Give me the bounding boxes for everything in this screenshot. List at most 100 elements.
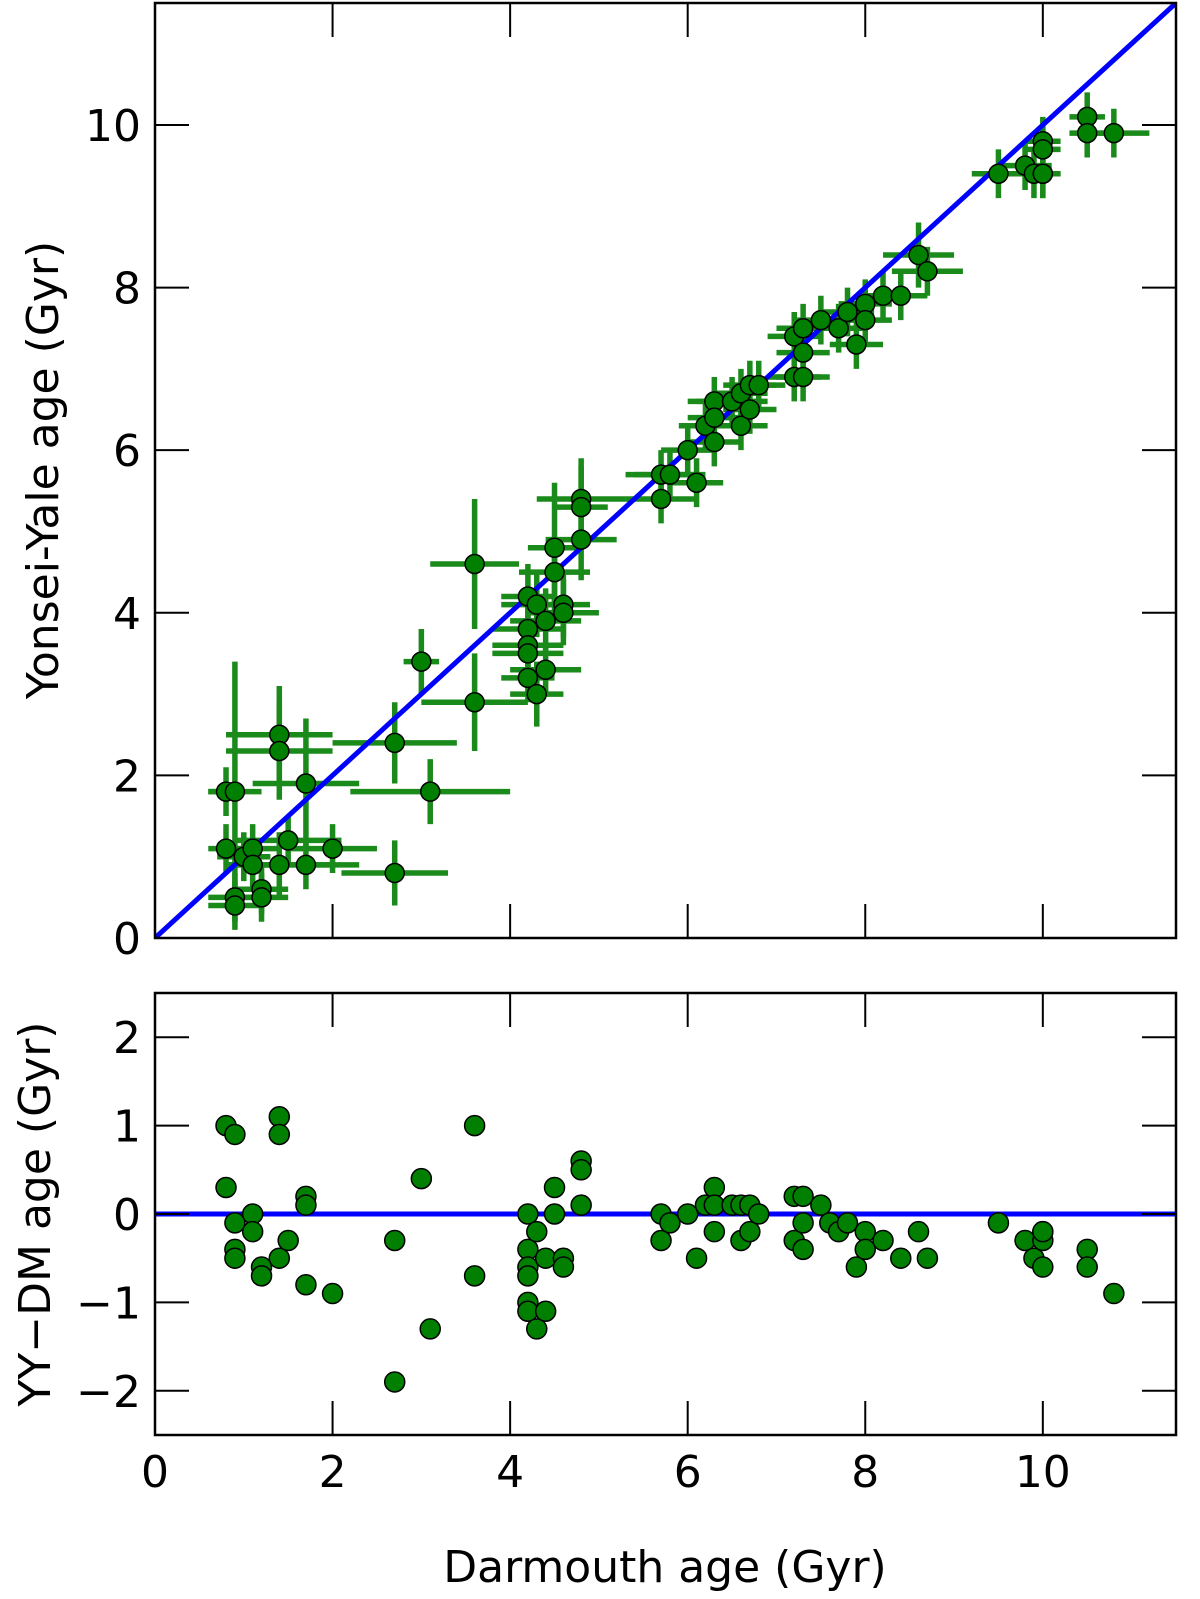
residual-point	[792, 1185, 814, 1208]
bottom-xtick-labels: 0 2 4 6 8 10	[141, 1447, 1071, 1498]
top-ytick-labels: 0 2 4 6 8 10	[85, 101, 141, 965]
bottom-ticks	[154, 993, 1176, 1435]
residual-point	[854, 1238, 877, 1261]
bottom-xtick-label: 10	[1015, 1447, 1071, 1498]
top-data-point	[544, 537, 565, 558]
residual-point	[419, 1318, 441, 1340]
top-ytick-label: 0	[113, 914, 141, 965]
residual-point	[517, 1265, 539, 1287]
bottom-xtick-label: 0	[141, 1447, 169, 1498]
top-data-point	[704, 431, 725, 453]
bottom-xtick-label: 6	[674, 1447, 702, 1498]
top-panel: 0 2 4 6 8 10 Yonsei-Yale age (Gyr)	[18, 1, 1178, 965]
residual-point	[224, 1212, 246, 1234]
top-data-point	[1076, 122, 1098, 144]
top-data-point	[872, 285, 894, 306]
top-y-axis-label: Yonsei-Yale age (Gyr)	[18, 241, 69, 700]
top-data-point	[748, 374, 769, 396]
residual-point	[215, 1176, 237, 1199]
top-ytick-label: 6	[113, 426, 141, 477]
residual-point	[410, 1167, 433, 1190]
top-data-point	[570, 529, 592, 550]
residual-point	[463, 1265, 486, 1287]
top-data-point	[526, 594, 548, 615]
residual-point	[703, 1220, 726, 1243]
top-data-point	[730, 415, 752, 437]
top-data-point	[464, 691, 485, 713]
top-data-point	[677, 439, 698, 461]
top-data-point	[464, 553, 485, 575]
residual-point	[890, 1247, 912, 1269]
residual-point	[1032, 1256, 1054, 1278]
top-data-point	[1032, 139, 1054, 160]
residual-point	[792, 1238, 814, 1261]
top-data-point	[704, 407, 725, 428]
top-data-point	[792, 317, 814, 339]
residual-point	[526, 1220, 548, 1243]
residual-point	[526, 1318, 548, 1340]
top-data-point	[322, 838, 343, 859]
residual-point	[570, 1194, 592, 1216]
residual-point	[552, 1256, 575, 1278]
top-data-point	[917, 261, 938, 282]
residual-point	[543, 1176, 566, 1199]
bottom-xtick-label: 2	[319, 1447, 347, 1498]
residual-point	[241, 1220, 264, 1243]
residual-point	[321, 1282, 344, 1305]
top-data-point	[419, 781, 441, 802]
residual-point	[907, 1220, 930, 1243]
x-axis-label: Darmouth age (Gyr)	[443, 1542, 886, 1593]
top-data-point	[890, 285, 912, 306]
bottom-y-axis-label: YY−DM age (Gyr)	[10, 1022, 61, 1408]
top-ytick-label: 4	[113, 589, 141, 640]
top-data-point	[224, 781, 246, 802]
top-data-point	[411, 651, 432, 672]
bottom-ytick-label: 2	[113, 1013, 141, 1064]
residual-point	[570, 1159, 592, 1181]
top-ticks	[154, 3, 1176, 939]
top-data-point	[828, 317, 849, 339]
top-data-point	[251, 887, 272, 908]
residual-point	[987, 1212, 1010, 1234]
residual-point	[836, 1212, 859, 1234]
residual-point	[295, 1194, 317, 1216]
residual-point	[676, 1203, 699, 1225]
bottom-ytick-label: 1	[113, 1102, 141, 1153]
residual-point	[1103, 1282, 1125, 1305]
residual-point	[1076, 1256, 1098, 1278]
residual-point	[747, 1203, 770, 1225]
bottom-ytick-label: 0	[113, 1190, 141, 1241]
top-data-point	[792, 342, 814, 363]
bottom-ytick-label: −2	[76, 1367, 141, 1418]
top-data-point	[837, 301, 858, 323]
bottom-ytick-label: −1	[76, 1278, 141, 1329]
residual-point	[845, 1256, 868, 1278]
residual-point	[463, 1114, 486, 1137]
top-data-point	[1032, 163, 1054, 184]
residual-point	[534, 1300, 557, 1322]
residual-point	[383, 1229, 406, 1252]
residual-point	[685, 1247, 708, 1269]
top-data-point	[277, 830, 299, 851]
residual-point	[543, 1203, 566, 1225]
top-data-point	[650, 488, 672, 510]
top-data-point	[295, 854, 317, 876]
residual-point	[268, 1123, 291, 1146]
top-data-point	[535, 659, 556, 680]
top-data-point	[384, 732, 405, 754]
top-data-point	[988, 163, 1009, 184]
top-ytick-label: 2	[113, 751, 141, 802]
top-ytick-label: 8	[113, 264, 141, 315]
top-data-point	[526, 683, 548, 705]
residual-point	[517, 1300, 539, 1322]
residual-point	[650, 1229, 672, 1252]
top-data-point	[553, 602, 574, 624]
top-data-point	[659, 464, 681, 485]
residual-point	[277, 1229, 299, 1252]
residual-point	[1014, 1229, 1036, 1252]
residual-point	[659, 1212, 681, 1234]
top-ytick-label: 10	[85, 101, 141, 152]
residual-point	[295, 1273, 317, 1296]
